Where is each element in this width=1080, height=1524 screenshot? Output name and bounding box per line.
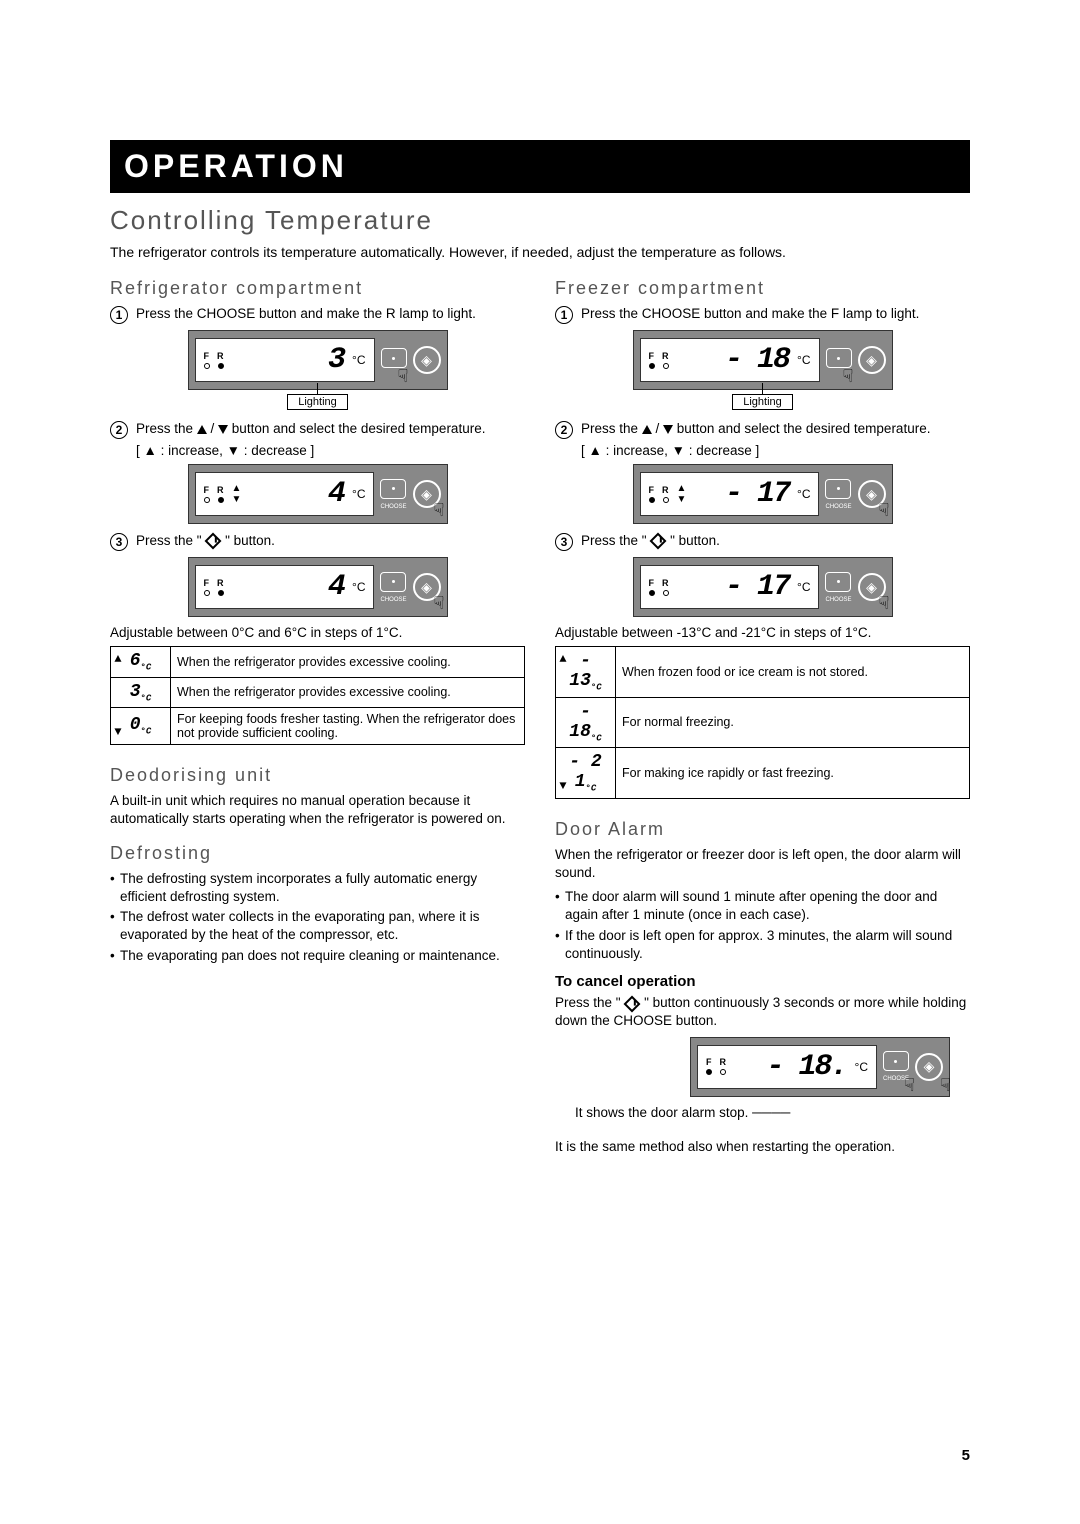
two-column-layout: Refrigerator compartment 1 Press the CHO… [110, 278, 970, 1162]
list-item: The evaporating pan does not require cle… [110, 947, 525, 965]
ref-step-3: 3 Press the " " button. [110, 532, 525, 551]
list-item: The defrosting system incorporates a ful… [110, 870, 525, 906]
freezer-column: Freezer compartment 1 Press the CHOOSE b… [555, 278, 970, 1162]
ref-step1-text: Press the CHOOSE button and make the R l… [136, 305, 476, 323]
frz-guide-table: ▲- 13°CWhen frozen food or ice cream is … [555, 646, 970, 799]
cancel-heading: To cancel operation [555, 973, 970, 990]
restart-text: It is the same method also when restarti… [555, 1138, 970, 1156]
door-alarm-list: The door alarm will sound 1 minute after… [555, 888, 970, 963]
lighting-label: Lighting [287, 394, 348, 410]
page-number: 5 [962, 1447, 970, 1464]
lcd-display: FR 3 °C [195, 338, 375, 382]
list-item: The defrost water collects in the evapor… [110, 908, 525, 944]
ref-step-1: 1 Press the CHOOSE button and make the R… [110, 305, 525, 324]
frz-step-2: 2 Press the / button and select the desi… [555, 420, 970, 439]
lighting-label-frz: Lighting [732, 394, 793, 410]
ref-panel-3: FR 4 °C CHOOSE ◈ ☟ [188, 557, 448, 617]
ref-hint: [ ▲ : increase, ▼ : decrease ] [136, 443, 525, 458]
up-icon [197, 425, 207, 434]
ref-step2-text: Press the / button and select the desire… [136, 420, 485, 438]
temp-value: 3 [328, 343, 344, 377]
refrigerator-column: Refrigerator compartment 1 Press the CHO… [110, 278, 525, 1162]
deodorising-text: A built-in unit which requires no manual… [110, 792, 525, 828]
frz-panel-1: FR - 18 °C ◈ ☟ [633, 330, 893, 390]
diamond-icon [205, 533, 222, 550]
dial-button-icon: ◈ [413, 346, 441, 374]
frz-panel-2: FR ▲▼ - 17 °C CHOOSE ◈ ☟ [633, 464, 893, 524]
section-title: Controlling Temperature [110, 205, 970, 236]
callout-text: It shows the door alarm stop. ──── [575, 1105, 970, 1120]
door-alarm-intro: When the refrigerator or freezer door is… [555, 846, 970, 882]
intro-text: The refrigerator controls its temperatur… [110, 244, 970, 260]
door-alarm-heading: Door Alarm [555, 819, 970, 840]
operation-banner: OPERATION [110, 140, 970, 193]
ref-guide-table: ▲6°CWhen the refrigerator provides exces… [110, 646, 525, 745]
down-icon [218, 425, 228, 434]
ref-range-note: Adjustable between 0°C and 6°C in steps … [110, 625, 525, 640]
step-number-2: 2 [110, 421, 128, 439]
freezer-heading: Freezer compartment [555, 278, 970, 299]
step-number-1: 1 [110, 306, 128, 324]
frz-range-note: Adjustable between -13°C and -21°C in st… [555, 625, 970, 640]
choose-button-icon [381, 348, 407, 368]
refrigerator-heading: Refrigerator compartment [110, 278, 525, 299]
hand-icon: ☟ [398, 366, 409, 387]
ref-panel-1: FR 3 °C ◈ ☟ [188, 330, 448, 390]
cancel-panel: FR - 18. °C CHOOSE ◈ ☟ ☟ [690, 1037, 950, 1097]
frz-step-1: 1 Press the CHOOSE button and make the F… [555, 305, 970, 324]
frz-panel-3: FR - 17 °C CHOOSE ◈ ☟ [633, 557, 893, 617]
step-number-3: 3 [110, 533, 128, 551]
cancel-text: Press the " " button continuously 3 seco… [555, 994, 970, 1030]
ref-panel-2: FR ▲▼ 4 °C CHOOSE ◈ ☟ [188, 464, 448, 524]
defrosting-list: The defrosting system incorporates a ful… [110, 870, 525, 965]
frz-step-3: 3 Press the " " button. [555, 532, 970, 551]
defrosting-heading: Defrosting [110, 843, 525, 864]
deodorising-heading: Deodorising unit [110, 765, 525, 786]
ref-step-2: 2 Press the / button and select the desi… [110, 420, 525, 439]
